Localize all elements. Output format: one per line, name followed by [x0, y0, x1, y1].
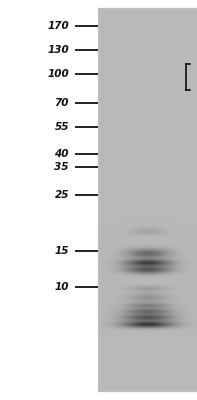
Text: 100: 100: [47, 69, 69, 79]
Text: 55: 55: [54, 122, 69, 132]
Text: 130: 130: [47, 45, 69, 55]
Text: 10: 10: [54, 282, 69, 292]
Text: 15: 15: [54, 246, 69, 256]
Text: 70: 70: [54, 98, 69, 108]
Text: 40: 40: [54, 149, 69, 159]
Text: 35: 35: [54, 162, 69, 172]
Text: 25: 25: [54, 190, 69, 200]
Text: 170: 170: [47, 21, 69, 31]
